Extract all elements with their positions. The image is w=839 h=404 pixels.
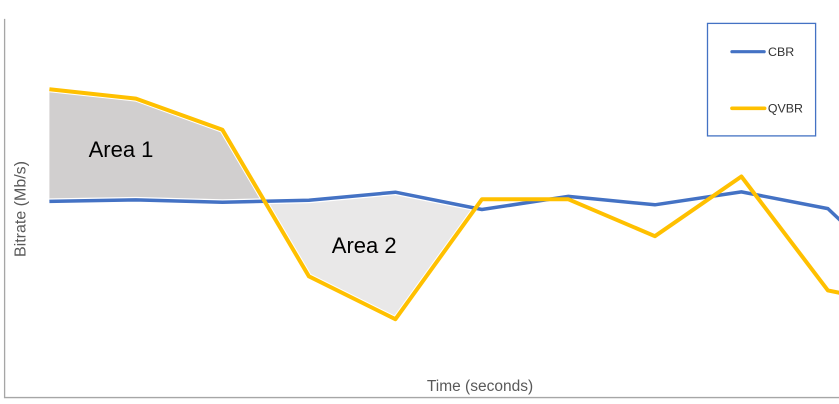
svg-text:CBR: CBR <box>768 45 794 59</box>
svg-text:Area 2: Area 2 <box>332 233 397 258</box>
svg-text:QVBR: QVBR <box>768 101 803 115</box>
svg-text:Bitrate (Mb/s): Bitrate (Mb/s) <box>13 161 30 257</box>
svg-text:Area 1: Area 1 <box>89 137 154 162</box>
svg-text:Time (seconds): Time (seconds) <box>427 378 533 395</box>
